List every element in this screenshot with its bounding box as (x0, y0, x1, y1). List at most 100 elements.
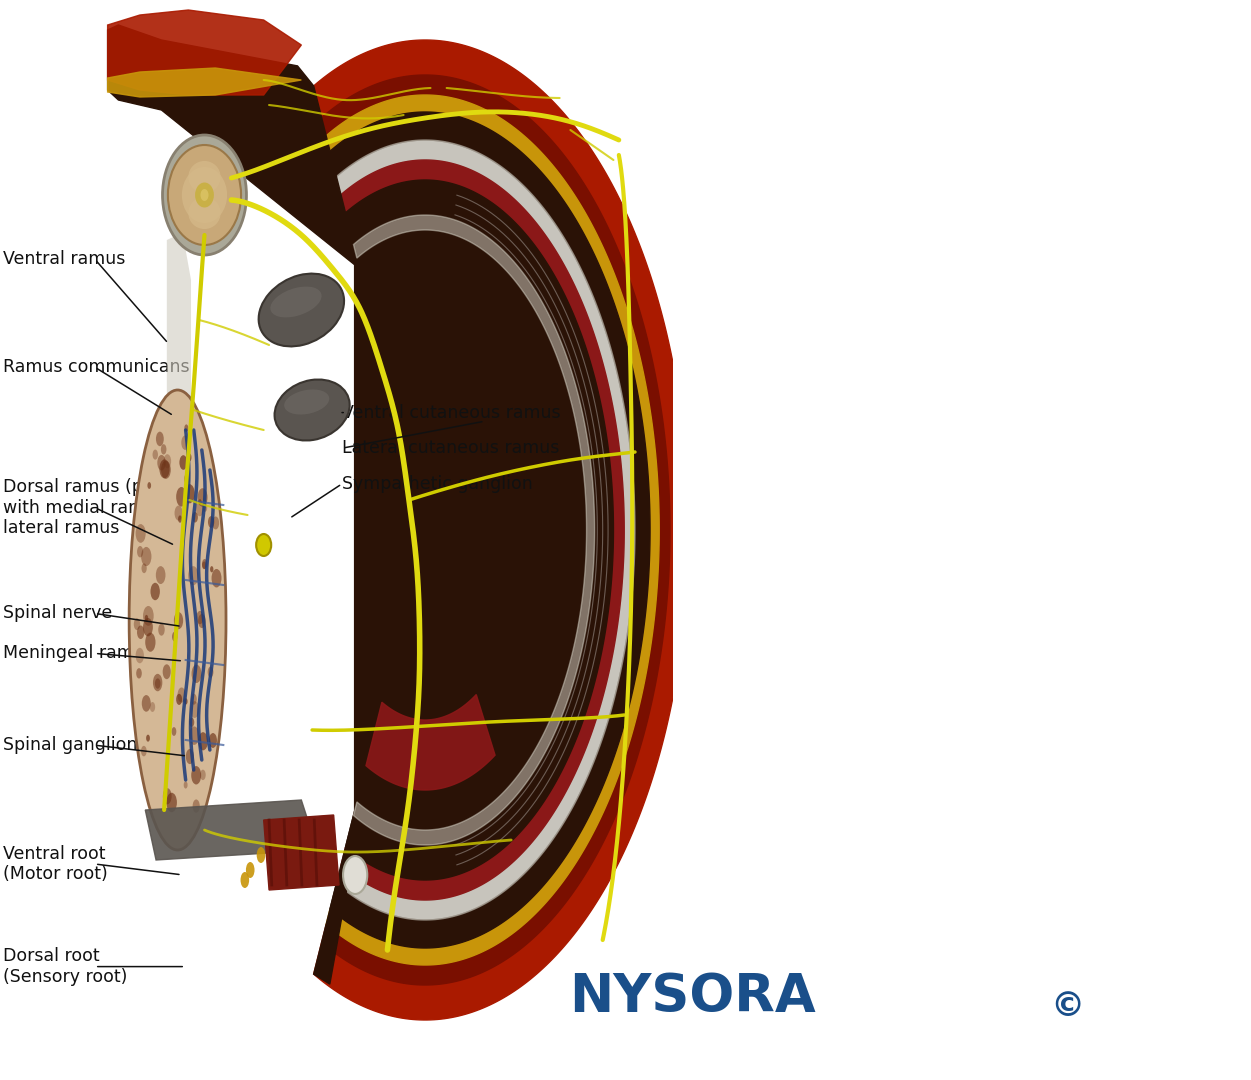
Circle shape (153, 674, 163, 691)
Circle shape (208, 666, 214, 677)
Circle shape (163, 788, 171, 805)
Circle shape (135, 524, 145, 543)
Circle shape (203, 562, 206, 569)
Circle shape (138, 546, 143, 557)
Circle shape (138, 625, 144, 639)
Polygon shape (354, 220, 592, 840)
Circle shape (190, 701, 199, 718)
Circle shape (153, 449, 158, 460)
Circle shape (188, 566, 199, 585)
Text: Sympathetic ganglion: Sympathetic ganglion (342, 475, 533, 492)
Ellipse shape (195, 183, 214, 207)
Circle shape (193, 512, 198, 523)
Text: Ventral root
(Motor root): Ventral root (Motor root) (4, 845, 108, 883)
Text: Ramus communicans: Ramus communicans (4, 359, 190, 376)
Circle shape (161, 461, 171, 478)
Circle shape (184, 474, 189, 484)
Polygon shape (367, 694, 495, 789)
Circle shape (163, 664, 170, 679)
Text: ©: © (1051, 990, 1085, 1023)
Circle shape (209, 733, 216, 748)
Ellipse shape (129, 390, 226, 850)
Circle shape (136, 669, 141, 678)
Circle shape (158, 623, 165, 636)
Circle shape (240, 872, 249, 888)
Polygon shape (322, 75, 671, 985)
Circle shape (143, 606, 154, 625)
Circle shape (189, 727, 199, 745)
Text: Spinal ganglion: Spinal ganglion (4, 737, 138, 754)
Circle shape (155, 678, 160, 689)
Circle shape (150, 583, 160, 600)
Circle shape (141, 746, 146, 756)
Text: Dorsal root
(Sensory root): Dorsal root (Sensory root) (4, 947, 128, 986)
Circle shape (134, 618, 140, 630)
Circle shape (178, 688, 185, 703)
Circle shape (176, 487, 186, 507)
Circle shape (145, 615, 148, 621)
Circle shape (186, 748, 194, 765)
Circle shape (156, 566, 165, 584)
Circle shape (184, 484, 195, 503)
Circle shape (203, 503, 208, 512)
Ellipse shape (189, 197, 220, 229)
Circle shape (171, 727, 176, 735)
Circle shape (184, 781, 188, 788)
Circle shape (159, 459, 170, 478)
Circle shape (176, 693, 183, 705)
Circle shape (178, 515, 181, 523)
Polygon shape (354, 215, 594, 845)
Ellipse shape (168, 145, 241, 245)
Circle shape (196, 501, 204, 516)
Polygon shape (314, 40, 689, 1020)
Circle shape (184, 424, 189, 432)
Circle shape (161, 444, 166, 455)
Circle shape (143, 618, 153, 636)
Polygon shape (108, 68, 301, 97)
Circle shape (148, 482, 151, 489)
Circle shape (156, 432, 164, 446)
Circle shape (210, 566, 214, 572)
Ellipse shape (274, 379, 350, 441)
Text: Lateral cutaneous ramus: Lateral cutaneous ramus (342, 440, 559, 457)
Circle shape (198, 615, 205, 629)
Circle shape (135, 648, 144, 663)
Ellipse shape (284, 390, 329, 415)
Text: Ventral ramus: Ventral ramus (4, 251, 126, 268)
Circle shape (193, 799, 200, 812)
Circle shape (141, 546, 151, 566)
Circle shape (198, 488, 208, 507)
Circle shape (196, 611, 204, 624)
Polygon shape (264, 815, 339, 890)
Ellipse shape (259, 273, 344, 347)
Circle shape (181, 435, 189, 450)
Circle shape (179, 455, 188, 470)
Polygon shape (145, 800, 318, 860)
Ellipse shape (200, 189, 209, 201)
Circle shape (174, 612, 183, 630)
Circle shape (191, 766, 201, 784)
Circle shape (173, 632, 178, 642)
Ellipse shape (256, 534, 271, 556)
Circle shape (141, 564, 146, 573)
Polygon shape (166, 235, 191, 820)
Circle shape (208, 516, 214, 528)
Circle shape (184, 698, 188, 704)
Polygon shape (345, 180, 613, 880)
Circle shape (189, 717, 194, 727)
Circle shape (246, 862, 254, 878)
Circle shape (199, 499, 201, 505)
Polygon shape (327, 95, 659, 966)
Circle shape (146, 734, 150, 742)
Circle shape (175, 505, 183, 521)
Text: Dorsal ramus (posterior)
with medial ramus and
lateral ramus: Dorsal ramus (posterior) with medial ram… (4, 477, 218, 538)
Circle shape (191, 664, 201, 683)
Text: NYSORA: NYSORA (569, 971, 816, 1023)
Circle shape (166, 793, 176, 812)
Ellipse shape (270, 286, 322, 318)
Circle shape (256, 847, 265, 863)
Circle shape (145, 633, 155, 651)
Circle shape (141, 696, 150, 712)
Polygon shape (108, 25, 360, 269)
Text: Ventral cutaneous ramus: Ventral cutaneous ramus (342, 404, 560, 421)
